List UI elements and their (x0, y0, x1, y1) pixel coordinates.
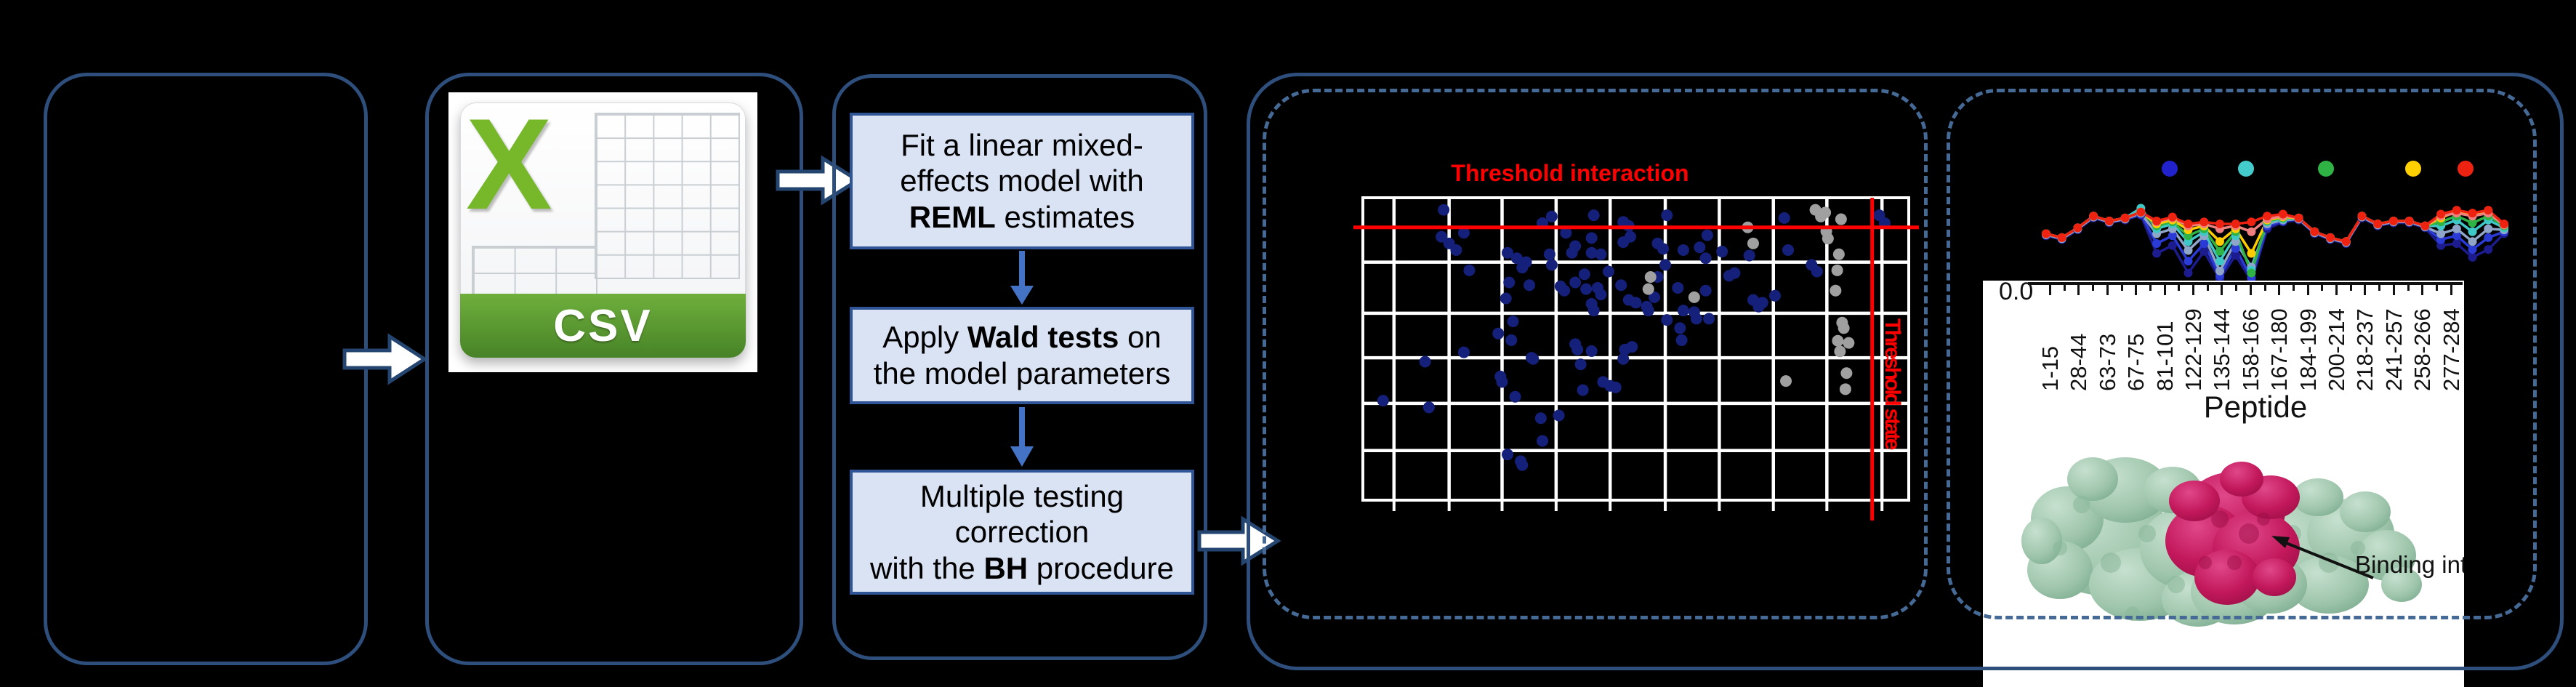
down-arrow-icon (1010, 251, 1034, 305)
flow-step-bh: Multiple testing correction with the BH … (850, 470, 1194, 595)
legend-dot-icon (2458, 161, 2474, 177)
x-tick-mark (2263, 285, 2266, 291)
y-tick-mark (2028, 282, 2035, 285)
csv-label: CSV (553, 300, 653, 351)
scatter-plot (1353, 196, 1919, 521)
x-tick-label: 122-129 (2181, 308, 2206, 391)
x-tick-label: 241-257 (2380, 308, 2407, 391)
x-tick-mark (2063, 285, 2066, 291)
x-tick-mark (2321, 285, 2324, 291)
x-tick-mark (2278, 285, 2281, 295)
flow-step-wald: Apply Wald tests on the model parameters (850, 307, 1194, 404)
csv-file-image: X CSV (448, 92, 757, 372)
x-axis-title: Peptide (2203, 390, 2308, 424)
peptide-line-chart (2042, 204, 2508, 286)
x-tick-label: 158-166 (2237, 308, 2263, 391)
spreadsheet-grid-small-icon (471, 245, 597, 300)
protein-structure-image (2021, 457, 2422, 627)
x-tick-label: 63-73 (2094, 333, 2120, 391)
x-tick-mark (2335, 285, 2338, 295)
x-tick-mark (2206, 285, 2209, 291)
x-tick-mark (2221, 285, 2223, 295)
x-tick-label: 135-144 (2209, 308, 2235, 391)
x-tick-mark (2378, 285, 2381, 291)
csv-file-icon: X CSV (460, 92, 746, 358)
x-tick-mark (2106, 285, 2109, 295)
x-tick-mark (2364, 285, 2367, 295)
x-tick-label: 167-180 (2266, 308, 2293, 391)
panel-statistics (832, 74, 1207, 660)
scatter-side-label: Threshold state (1880, 318, 1904, 449)
legend-dot-icon (2162, 161, 2178, 177)
x-tick-label: 184-199 (2295, 308, 2321, 391)
x-tick-mark (2120, 285, 2123, 291)
down-arrow-icon (1010, 407, 1034, 467)
x-tick-label: 28-44 (2066, 333, 2092, 391)
x-tick-mark (2077, 285, 2080, 295)
x-tick-mark (2249, 285, 2252, 295)
x-axis-line (2034, 282, 2463, 285)
x-tick-mark (2049, 285, 2051, 295)
legend-dot-icon (2405, 161, 2421, 177)
x-tick-label: 200-214 (2324, 308, 2349, 391)
scatter-title: Threshold interaction (1451, 160, 1689, 186)
legend-dot-icon (2318, 161, 2334, 177)
right-arrow-icon (1197, 515, 1281, 566)
x-tick-label: 277-284 (2438, 308, 2464, 391)
x-tick-label: 81-101 (2152, 321, 2178, 391)
y-tick-label: 0.0 (1999, 281, 2034, 305)
x-tick-label: 67-75 (2123, 333, 2149, 391)
right-arrow-icon (776, 155, 861, 206)
x-tick-mark (2235, 285, 2238, 291)
x-tick-mark (2292, 285, 2295, 291)
x-tick-label: 218-237 (2352, 308, 2378, 391)
x-tick-mark (2435, 285, 2438, 291)
spreadsheet-grid-icon (594, 113, 741, 279)
panel-csv (425, 73, 803, 665)
csv-banner: CSV (460, 294, 746, 358)
x-tick-mark (2135, 285, 2138, 295)
x-tick-mark (2392, 285, 2395, 295)
x-tick-mark (2192, 285, 2194, 295)
legend-dot-icon (2238, 161, 2254, 177)
flow-step-reml: Fit a linear mixed-effects model with RE… (850, 113, 1194, 249)
excel-x-icon: X (465, 92, 552, 237)
x-tick-mark (2092, 285, 2095, 291)
binding-interface-label: Binding interface (2355, 551, 2464, 578)
x-tick-mark (2450, 285, 2452, 295)
x-tick-mark (2349, 285, 2352, 291)
x-tick-mark (2163, 285, 2166, 295)
x-tick-mark (2306, 285, 2309, 295)
results-white-sheet: 0.0 1-15 28-44 63-73 67-75 81-101 122-129 135-… (1983, 281, 2464, 687)
x-tick-mark (2407, 285, 2410, 291)
right-arrow-icon (342, 333, 428, 385)
x-tick-mark (2178, 285, 2181, 291)
x-tick-mark (2149, 285, 2152, 291)
x-tick-label: 1-15 (2037, 345, 2063, 391)
panel-input (44, 73, 368, 665)
x-tick-label: 258-266 (2410, 308, 2436, 391)
x-tick-mark (2421, 285, 2424, 295)
